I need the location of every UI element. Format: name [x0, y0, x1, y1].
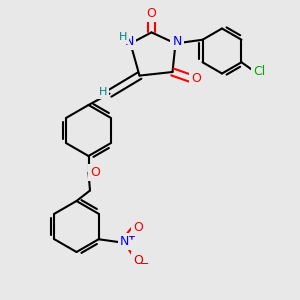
- Text: O: O: [133, 254, 143, 267]
- Text: H: H: [119, 32, 127, 42]
- Text: −: −: [140, 259, 149, 269]
- Text: H: H: [99, 87, 107, 97]
- Text: O: O: [133, 221, 143, 234]
- Text: N: N: [120, 235, 129, 248]
- Text: N: N: [124, 34, 134, 48]
- Text: N: N: [172, 34, 182, 48]
- Text: O: O: [90, 166, 100, 179]
- Text: Cl: Cl: [254, 65, 266, 78]
- Text: +: +: [127, 232, 135, 242]
- Text: O: O: [191, 72, 201, 85]
- Text: O: O: [147, 7, 156, 20]
